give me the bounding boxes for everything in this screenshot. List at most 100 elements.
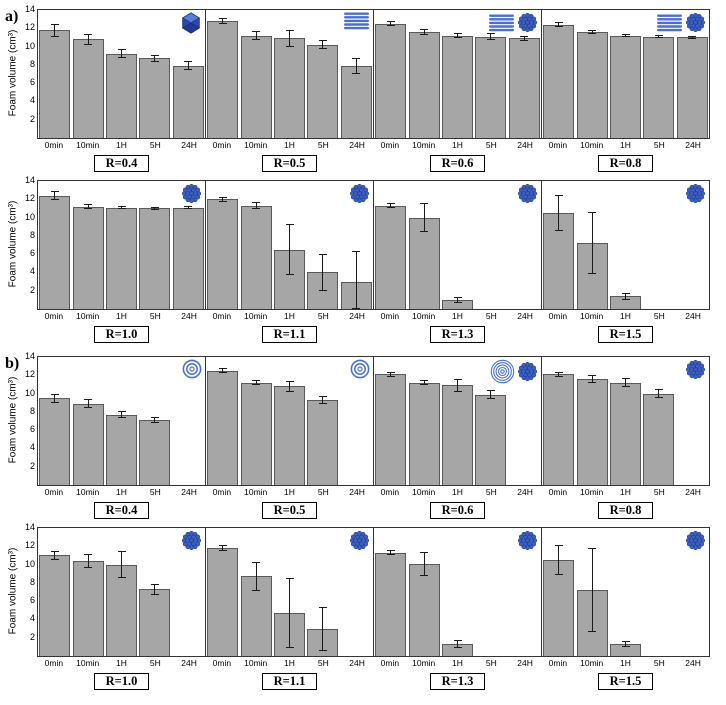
y-axis-title: Foam volume (cm³) xyxy=(7,547,19,635)
bar xyxy=(273,249,306,309)
y-tick-label: 14 xyxy=(24,4,35,14)
x-tick-label: 1H xyxy=(620,311,631,321)
bar xyxy=(172,207,204,309)
bar xyxy=(273,38,306,138)
x-axis-labels: 0min 10min 1H 5H 24H xyxy=(205,658,374,669)
error-bar xyxy=(420,379,429,386)
icosahedron-icon xyxy=(182,12,200,34)
y-tick-label: 8 xyxy=(29,576,35,587)
bar xyxy=(340,65,372,138)
error-bar xyxy=(621,641,630,647)
r-value-label: R=0.6 xyxy=(429,502,486,519)
x-axis-labels: 0min 10min 1H 5H 24H xyxy=(541,140,710,151)
bar xyxy=(408,563,440,656)
error-bar xyxy=(50,550,59,560)
x-tick-label: 10min xyxy=(412,658,436,668)
x-tick-label: 10min xyxy=(76,311,100,321)
micelle-icon xyxy=(350,531,369,550)
x-tick-label: 24H xyxy=(685,311,701,321)
micelle-icon xyxy=(686,184,705,203)
bar xyxy=(643,36,675,138)
error-bar xyxy=(184,205,193,210)
bar xyxy=(240,35,272,138)
x-tick-label: 10min xyxy=(580,140,604,150)
error-bar xyxy=(453,378,462,392)
x-tick-label: 24H xyxy=(685,658,701,668)
chart-a-r0-5: 0min 10min 1H 5H 24H R=0.5 xyxy=(205,9,374,173)
bar xyxy=(240,382,272,485)
x-tick-label: 24H xyxy=(349,140,365,150)
error-bar xyxy=(218,367,227,374)
r-value-label: R=0.5 xyxy=(261,155,318,172)
panel-a-row-2: Foam volume (cm³) 14 12 10 8 6 4 2 0min 10min 1H… xyxy=(6,175,726,344)
error-bar xyxy=(252,31,261,41)
error-bar xyxy=(486,32,495,41)
x-tick-label: 5H xyxy=(653,658,665,668)
lamellar-icon xyxy=(489,14,514,31)
bar xyxy=(172,65,204,138)
bar xyxy=(375,374,407,485)
x-tick-label: 1H xyxy=(452,487,463,497)
phase-icons xyxy=(181,530,202,551)
vesicle-icon xyxy=(350,359,370,379)
x-tick-label: 1H xyxy=(452,658,463,668)
y-tick-label: 12 xyxy=(24,193,35,204)
error-bar xyxy=(386,371,395,378)
x-tick-label: 0min xyxy=(548,311,568,321)
chart-a-r0-6: 0min 10min 1H 5H 24H R=0.6 xyxy=(373,9,542,173)
panel-a-row-1: Foam volume (cm³) 14 12 10 8 6 4 2 0min 10min 1H… xyxy=(6,4,726,173)
phase-icons xyxy=(517,530,538,551)
multilamellar-vesicle-icon xyxy=(490,359,515,384)
error-bar xyxy=(218,18,227,24)
y-tick-label: 10 xyxy=(24,558,35,569)
x-tick-label: 0min xyxy=(44,311,64,321)
phase-icons xyxy=(343,12,370,30)
r-value-label: R=1.3 xyxy=(429,673,486,690)
x-tick-label: 5H xyxy=(485,311,497,321)
micelle-icon xyxy=(518,362,537,381)
bar xyxy=(240,205,272,309)
plot-area xyxy=(205,180,374,310)
error-bar xyxy=(117,205,126,210)
error-bar xyxy=(184,61,193,71)
error-bar xyxy=(654,34,663,39)
plot-area xyxy=(37,527,206,657)
error-bar xyxy=(588,30,597,34)
chart-a-r1-3: 0min 10min 1H 5H 24H R=1.3 xyxy=(373,180,542,344)
x-axis-labels: 0min 10min 1H 5H 24H xyxy=(373,140,542,151)
error-bar xyxy=(352,250,361,309)
error-bar xyxy=(117,550,126,579)
x-tick-label: 0min xyxy=(212,487,232,497)
x-tick-label: 1H xyxy=(284,140,295,150)
x-axis-labels: 0min 10min 1H 5H 24H xyxy=(205,140,374,151)
phase-icons xyxy=(488,12,538,33)
error-bar xyxy=(84,399,93,409)
error-bar xyxy=(218,545,227,551)
x-tick-label: 24H xyxy=(181,140,197,150)
error-bar xyxy=(218,196,227,203)
bar xyxy=(72,206,104,309)
x-tick-label: 0min xyxy=(548,140,568,150)
y-tick-label: 2 xyxy=(29,284,35,295)
bar xyxy=(543,374,575,485)
phase-icons xyxy=(490,359,538,384)
x-tick-label: 24H xyxy=(517,487,533,497)
x-tick-label: 10min xyxy=(244,311,268,321)
x-tick-label: 1H xyxy=(452,311,463,321)
x-axis-labels: 0min 10min 1H 5H 24H xyxy=(205,311,374,322)
panel-b: b) Foam volume (cm³) 14 12 10 8 6 4 2 0min 10mi… xyxy=(0,351,726,691)
y-tick-label: 12 xyxy=(24,540,35,551)
x-axis-labels: 0min 10min 1H 5H 24H xyxy=(541,311,710,322)
y-tick-label: 2 xyxy=(29,460,35,471)
chart-b-r0-5: 0min 10min 1H 5H 24H R=0.5 xyxy=(205,356,374,520)
x-axis-labels: 0min 10min 1H 5H 24H xyxy=(37,487,206,498)
y-axis-title: Foam volume (cm³) xyxy=(7,376,19,464)
y-tick-label: 6 xyxy=(29,595,35,606)
error-bar xyxy=(318,606,327,651)
error-bar xyxy=(150,417,159,423)
error-bar xyxy=(117,410,126,419)
x-tick-label: 0min xyxy=(212,311,232,321)
bar xyxy=(475,36,507,138)
x-tick-label: 10min xyxy=(76,487,100,497)
error-bar xyxy=(688,35,697,40)
